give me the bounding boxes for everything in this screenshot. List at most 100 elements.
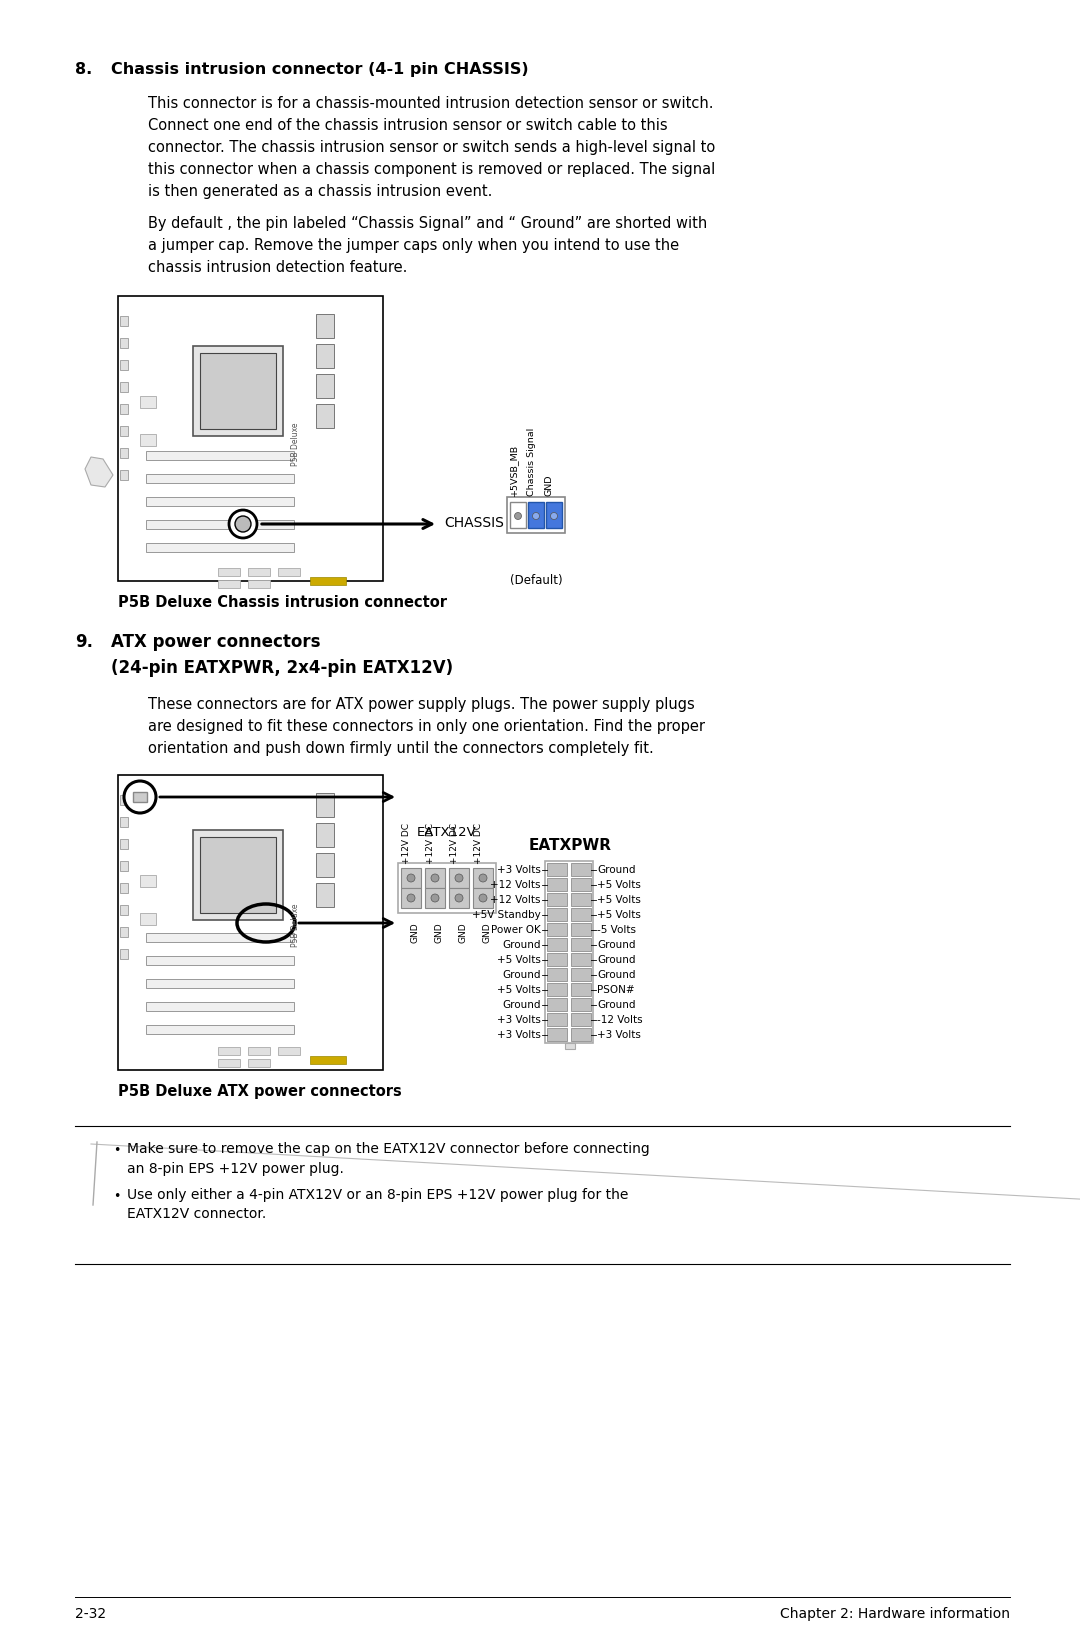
Text: P5B Deluxe ATX power connectors: P5B Deluxe ATX power connectors	[118, 1084, 402, 1098]
Bar	[200, 836, 276, 913]
Text: P5B Deluxe Chassis intrusion connector: P5B Deluxe Chassis intrusion connector	[118, 595, 447, 610]
Bar	[120, 905, 129, 914]
Text: +5 Volts: +5 Volts	[597, 909, 640, 919]
Bar	[120, 949, 129, 958]
Text: Chapter 2: Hardware information: Chapter 2: Hardware information	[780, 1607, 1010, 1620]
Bar	[118, 296, 383, 581]
Bar	[193, 347, 283, 436]
Bar	[140, 434, 156, 446]
Bar	[546, 908, 567, 921]
Bar	[120, 883, 129, 893]
Circle shape	[455, 893, 463, 901]
Bar	[120, 447, 129, 457]
Bar	[473, 888, 492, 908]
Text: 2-32: 2-32	[75, 1607, 106, 1620]
Text: Chassis intrusion connector (4-1 pin CHASSIS): Chassis intrusion connector (4-1 pin CHA…	[111, 62, 528, 76]
Bar	[528, 503, 544, 529]
Bar	[571, 908, 591, 921]
Text: +5 Volts: +5 Volts	[597, 895, 640, 905]
Bar	[545, 861, 593, 1043]
Circle shape	[431, 874, 438, 882]
Bar	[120, 861, 129, 870]
Text: +3 Volts: +3 Volts	[497, 1030, 541, 1040]
Bar	[146, 957, 294, 965]
Bar	[218, 1048, 240, 1054]
Text: Ground: Ground	[502, 970, 541, 979]
Text: +12V DC: +12V DC	[450, 823, 459, 864]
Bar	[473, 867, 492, 888]
Bar	[546, 953, 567, 966]
Text: Ground: Ground	[597, 864, 635, 874]
Bar	[146, 1002, 294, 1010]
Bar	[546, 997, 567, 1010]
Text: -12 Volts: -12 Volts	[597, 1015, 643, 1025]
Text: Chassis Signal: Chassis Signal	[527, 428, 536, 496]
Circle shape	[532, 513, 540, 519]
Bar	[316, 853, 334, 877]
Bar	[146, 543, 294, 552]
Bar	[146, 451, 294, 460]
Bar	[571, 1014, 591, 1027]
Bar	[546, 983, 567, 996]
Bar	[120, 470, 129, 480]
Text: CHASSIS: CHASSIS	[444, 516, 504, 530]
Bar	[546, 923, 567, 936]
Bar	[120, 817, 129, 827]
Bar	[248, 568, 270, 576]
Bar	[278, 1048, 300, 1054]
Text: Ground: Ground	[502, 939, 541, 950]
Bar	[248, 1048, 270, 1054]
Text: Ground: Ground	[502, 999, 541, 1009]
Bar	[571, 879, 591, 892]
Bar	[571, 939, 591, 952]
Text: 8.: 8.	[75, 62, 92, 76]
Polygon shape	[85, 457, 113, 486]
Bar	[120, 840, 129, 849]
Text: +5 Volts: +5 Volts	[497, 984, 541, 994]
Bar	[316, 823, 334, 848]
Bar	[546, 939, 567, 952]
Text: +3 Volts: +3 Volts	[497, 1015, 541, 1025]
Bar	[120, 360, 129, 369]
Bar	[546, 503, 562, 529]
Bar	[316, 883, 334, 906]
Bar	[571, 983, 591, 996]
Bar	[426, 867, 445, 888]
Bar	[399, 862, 496, 913]
Text: P5B Deluxe: P5B Deluxe	[292, 423, 300, 465]
Text: 9.: 9.	[75, 633, 93, 651]
Text: Power OK: Power OK	[491, 924, 541, 934]
Bar	[546, 862, 567, 875]
Circle shape	[407, 893, 415, 901]
Bar	[449, 888, 469, 908]
Text: EATXPWR: EATXPWR	[528, 838, 611, 853]
Text: +12V DC: +12V DC	[402, 823, 411, 864]
Bar	[546, 1014, 567, 1027]
Bar	[140, 395, 156, 408]
Circle shape	[407, 874, 415, 882]
Bar	[316, 374, 334, 399]
Bar	[510, 503, 526, 529]
Text: Make sure to remove the cap on the EATX12V connector before connecting
an 8-pin : Make sure to remove the cap on the EATX1…	[127, 1142, 650, 1175]
Text: +3 Volts: +3 Volts	[497, 864, 541, 874]
Bar	[146, 979, 294, 988]
Text: •: •	[113, 1144, 120, 1157]
Bar	[200, 353, 276, 430]
Text: GND: GND	[545, 475, 554, 496]
Bar	[316, 792, 334, 817]
Bar	[146, 521, 294, 529]
Circle shape	[235, 516, 251, 532]
Text: GND: GND	[483, 923, 492, 942]
Bar	[571, 923, 591, 936]
Text: These connectors are for ATX power supply plugs. The power supply plugs
are desi: These connectors are for ATX power suppl…	[148, 696, 705, 757]
Bar	[118, 774, 383, 1071]
Text: +12V DC: +12V DC	[426, 823, 435, 864]
Text: (24-pin EATXPWR, 2x4-pin EATX12V): (24-pin EATXPWR, 2x4-pin EATX12V)	[111, 659, 454, 677]
Text: +12 Volts: +12 Volts	[490, 895, 541, 905]
Bar	[401, 888, 421, 908]
Bar	[546, 879, 567, 892]
Bar	[426, 888, 445, 908]
Text: +12 Volts: +12 Volts	[490, 880, 541, 890]
Circle shape	[124, 781, 156, 814]
Text: This connector is for a chassis-mounted intrusion detection sensor or switch.
Co: This connector is for a chassis-mounted …	[148, 96, 715, 198]
